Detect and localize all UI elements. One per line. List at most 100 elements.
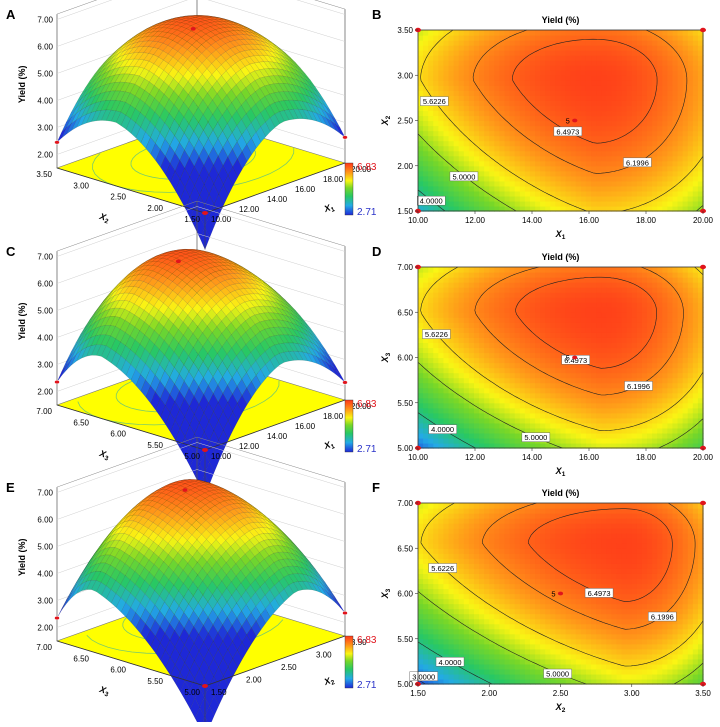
heatmap-cell [647, 55, 653, 61]
heatmap-cell [469, 297, 475, 303]
heatmap-cell [459, 196, 465, 202]
heatmap-cell [606, 156, 612, 162]
heatmap-cell [454, 126, 460, 132]
heatmap-cell [637, 65, 643, 71]
heatmap-cell [464, 196, 470, 202]
panel-label: C [6, 244, 16, 259]
contour-label: 4.0000 [420, 197, 443, 206]
heatmap-cell [566, 151, 572, 157]
heatmap-cell [515, 105, 521, 111]
heatmap-cell [632, 100, 638, 106]
heatmap-cell [443, 166, 449, 172]
heatmap-cell [535, 358, 541, 364]
heatmap-cell [474, 105, 480, 111]
heatmap-cell [545, 358, 551, 364]
heatmap-cell [469, 408, 475, 414]
heatmap-cell [423, 105, 429, 111]
heatmap-cell [540, 75, 546, 81]
heatmap-cell [433, 342, 439, 348]
heatmap-cell [510, 322, 516, 328]
heatmap-cell [616, 45, 622, 51]
heatmap-cell [510, 388, 516, 394]
heatmap-cell [525, 408, 531, 414]
heatmap-cell [657, 115, 663, 121]
heatmap-cell [464, 388, 470, 394]
heatmap-cell [418, 428, 424, 434]
heatmap-cell [678, 65, 684, 71]
heatmap-cell [530, 171, 536, 177]
heatmap-cell [423, 166, 429, 172]
heatmap-cell [611, 105, 617, 111]
heatmap-cell [464, 317, 470, 323]
heatmap-cell [505, 327, 511, 333]
heatmap-cell [454, 302, 460, 308]
heatmap-cell [489, 50, 495, 56]
heatmap-cell [586, 146, 592, 152]
heatmap-cell [576, 90, 582, 96]
heatmap-cell [438, 352, 444, 358]
heatmap-cell [611, 156, 617, 162]
heatmap-cell [489, 146, 495, 152]
heatmap-cell [525, 423, 531, 429]
heatmap-cell [672, 100, 678, 106]
heatmap-cell [474, 347, 480, 353]
heatmap-cell [540, 423, 546, 429]
heatmap-cell [535, 126, 541, 132]
heatmap-cell [474, 115, 480, 121]
heatmap-cell [591, 30, 597, 36]
heatmap-cell [464, 121, 470, 127]
z-tick-label: 3.00 [37, 361, 53, 370]
heatmap-cell [479, 423, 485, 429]
heatmap-cell [515, 196, 521, 202]
heatmap-cell [525, 30, 531, 36]
heatmap-cell [678, 121, 684, 127]
heatmap-cell [428, 342, 434, 348]
heatmap-cell [550, 398, 556, 404]
heatmap-cell [596, 75, 602, 81]
heatmap-cell [469, 347, 475, 353]
heatmap-cell [464, 45, 470, 51]
heatmap-cell [484, 146, 490, 152]
heatmap-cell [449, 297, 455, 303]
heatmap-cell [479, 332, 485, 338]
heatmap-cell [535, 317, 541, 323]
heatmap-cell [484, 413, 490, 419]
heatmap-cell [499, 347, 505, 353]
heatmap-cell [479, 342, 485, 348]
heatmap-cell [494, 388, 500, 394]
heatmap-cell [494, 398, 500, 404]
heatmap-cell [443, 418, 449, 424]
heatmap-cell [505, 80, 511, 86]
design-point [55, 380, 60, 384]
heatmap-cell [601, 136, 607, 142]
heatmap-cell [683, 151, 689, 157]
heatmap-cell [540, 383, 546, 389]
heatmap-cell [443, 352, 449, 358]
heatmap-cell [540, 55, 546, 61]
heatmap-cell [616, 146, 622, 152]
heatmap-cell [505, 337, 511, 343]
heatmap-cell [459, 292, 465, 298]
heatmap-cell [540, 307, 546, 313]
heatmap-cell [423, 85, 429, 91]
heatmap-cell [443, 438, 449, 444]
heatmap-cell [510, 186, 516, 192]
heatmap-cell [469, 337, 475, 343]
heatmap-cell [616, 191, 622, 197]
heatmap-cell [647, 121, 653, 127]
heatmap-cell [520, 347, 526, 353]
heatmap-cell [627, 95, 633, 101]
heatmap-cell [505, 85, 511, 91]
heatmap-cell [550, 307, 556, 313]
heatmap-cell [662, 141, 668, 147]
heatmap-cell [464, 373, 470, 379]
heatmap-cell [505, 90, 511, 96]
heatmap-cell [459, 358, 465, 364]
heatmap-cell [530, 297, 536, 303]
heatmap-cell [561, 201, 567, 207]
heatmap-cell [423, 75, 429, 81]
heatmap-cell [525, 40, 531, 46]
heatmap-cell [494, 408, 500, 414]
heatmap-cell [428, 358, 434, 364]
heatmap-cell [515, 186, 521, 192]
